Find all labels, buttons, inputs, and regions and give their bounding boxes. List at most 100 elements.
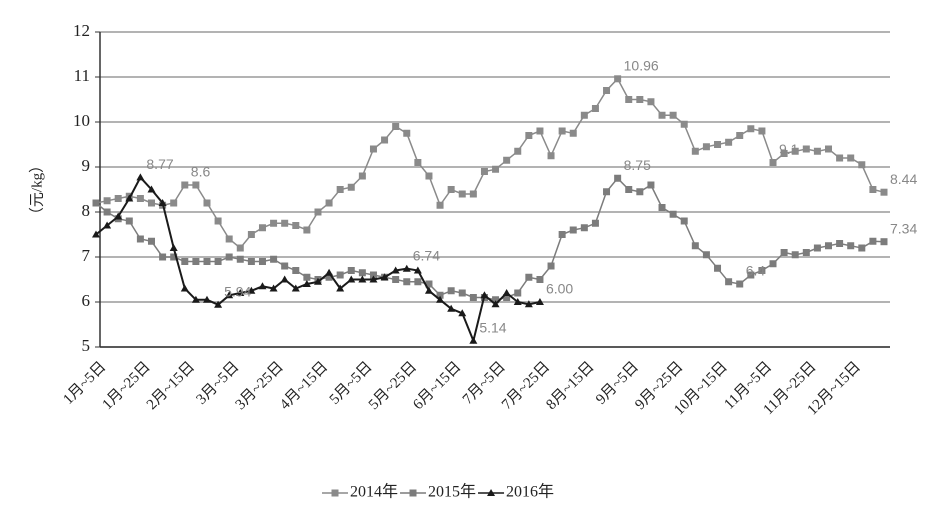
marker: [669, 111, 677, 119]
line: [95, 77, 885, 250]
marker: [336, 186, 344, 193]
y-tick-label: 12: [73, 21, 90, 40]
marker: [358, 269, 366, 277]
legend-label: 2016年: [506, 483, 554, 501]
series: 8.75 6.4 7.34: [92, 157, 917, 304]
marker: [491, 300, 500, 308]
marker: [125, 217, 133, 225]
marker: [825, 242, 833, 250]
legend-marker: [409, 489, 417, 497]
marker: [702, 143, 710, 151]
marker: [769, 159, 777, 166]
marker: [880, 238, 888, 246]
marker: [469, 190, 477, 198]
marker: [313, 277, 322, 285]
y-axis-label: （元/kg）: [28, 158, 45, 222]
marker: [714, 264, 722, 272]
marker: [636, 96, 644, 103]
marker: [425, 280, 433, 288]
marker: [503, 156, 511, 164]
y-tick-label: 9: [82, 156, 91, 175]
marker: [569, 129, 577, 137]
data-label: 6.74: [413, 247, 440, 263]
marker: [136, 173, 145, 181]
data-label: 8.6: [191, 164, 211, 180]
marker: [536, 127, 544, 135]
marker: [247, 231, 255, 238]
marker: [436, 201, 444, 209]
marker: [747, 271, 755, 279]
y-tick-label: 8: [82, 201, 91, 220]
marker: [103, 197, 111, 205]
marker: [847, 242, 855, 250]
y-tick-label: 7: [82, 246, 91, 265]
marker: [424, 286, 433, 294]
marker: [625, 96, 633, 103]
marker: [547, 262, 555, 270]
marker: [447, 186, 455, 193]
x-tick-label: 3月~25日: [233, 359, 287, 413]
data-label: 5.94: [224, 283, 251, 299]
marker: [369, 145, 377, 153]
marker: [436, 295, 445, 303]
marker: [292, 267, 300, 274]
marker: [492, 165, 500, 173]
marker: [614, 75, 622, 83]
marker: [580, 224, 588, 232]
legend-marker: [331, 489, 339, 497]
marker: [247, 258, 255, 265]
marker: [536, 276, 544, 283]
marker: [658, 111, 666, 119]
marker: [303, 273, 311, 281]
marker: [247, 286, 256, 294]
marker: [813, 147, 821, 155]
marker: [525, 132, 533, 139]
marker: [103, 221, 112, 229]
data-label: 10.96: [624, 58, 659, 74]
marker: [702, 251, 710, 259]
marker: [469, 336, 478, 344]
legend-marker: [487, 489, 496, 496]
marker: [225, 253, 233, 261]
marker: [514, 289, 522, 297]
y-tick-label: 5: [82, 336, 91, 355]
x-tick-label: 5月~25日: [366, 359, 420, 413]
marker: [303, 226, 311, 234]
marker: [325, 273, 333, 281]
marker: [691, 242, 699, 250]
marker: [436, 291, 444, 299]
marker: [513, 298, 522, 305]
data-label: 8.44: [890, 171, 917, 187]
series: 8.77 5.94 6.74 5.14 6.00: [92, 156, 573, 344]
series: 8.6 10.96 9.1 8.44: [92, 58, 917, 252]
marker: [158, 199, 167, 206]
marker: [391, 266, 400, 274]
marker: [380, 273, 389, 281]
data-label: 9.1: [779, 141, 799, 157]
marker: [381, 136, 389, 144]
marker: [225, 235, 233, 243]
marker: [325, 268, 334, 276]
marker: [869, 186, 877, 193]
marker: [447, 304, 456, 312]
marker: [791, 147, 799, 155]
marker: [480, 168, 488, 175]
data-label: 5.14: [479, 319, 506, 335]
marker: [281, 262, 289, 270]
marker: [147, 199, 155, 207]
marker: [525, 273, 533, 281]
marker: [170, 253, 178, 261]
marker: [869, 237, 877, 245]
marker: [236, 289, 245, 296]
marker: [214, 300, 223, 308]
marker: [680, 120, 688, 128]
marker: [458, 190, 466, 198]
marker: [736, 132, 744, 139]
x-tick-label: 6月~15日: [410, 359, 464, 413]
marker: [658, 204, 666, 211]
marker: [125, 194, 134, 202]
marker: [603, 87, 611, 94]
marker: [258, 258, 266, 265]
marker: [425, 172, 433, 180]
data-label: 6.4: [746, 263, 766, 279]
